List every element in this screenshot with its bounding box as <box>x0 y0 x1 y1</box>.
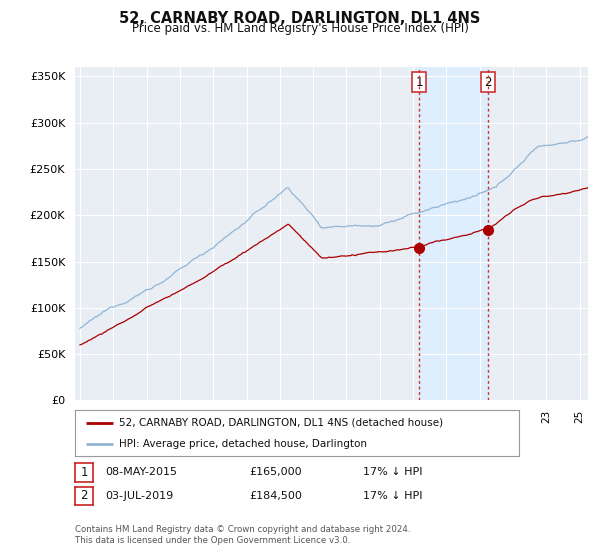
Text: 2: 2 <box>80 489 88 502</box>
Text: 1: 1 <box>80 466 88 479</box>
Bar <box>419 67 488 400</box>
Text: 03-JUL-2019: 03-JUL-2019 <box>105 491 173 501</box>
Text: £165,000: £165,000 <box>249 468 302 477</box>
Text: HPI: Average price, detached house, Darlington: HPI: Average price, detached house, Darl… <box>119 439 367 449</box>
Text: 2: 2 <box>484 76 492 88</box>
Text: 17% ↓ HPI: 17% ↓ HPI <box>363 468 422 477</box>
Text: 17% ↓ HPI: 17% ↓ HPI <box>363 491 422 501</box>
Text: 52, CARNABY ROAD, DARLINGTON, DL1 4NS (detached house): 52, CARNABY ROAD, DARLINGTON, DL1 4NS (d… <box>119 418 443 428</box>
Text: 08-MAY-2015: 08-MAY-2015 <box>105 468 177 477</box>
Text: £184,500: £184,500 <box>249 491 302 501</box>
Text: Price paid vs. HM Land Registry's House Price Index (HPI): Price paid vs. HM Land Registry's House … <box>131 22 469 35</box>
Text: 1: 1 <box>415 76 423 88</box>
Text: 52, CARNABY ROAD, DARLINGTON, DL1 4NS: 52, CARNABY ROAD, DARLINGTON, DL1 4NS <box>119 11 481 26</box>
Text: Contains HM Land Registry data © Crown copyright and database right 2024.
This d: Contains HM Land Registry data © Crown c… <box>75 525 410 545</box>
